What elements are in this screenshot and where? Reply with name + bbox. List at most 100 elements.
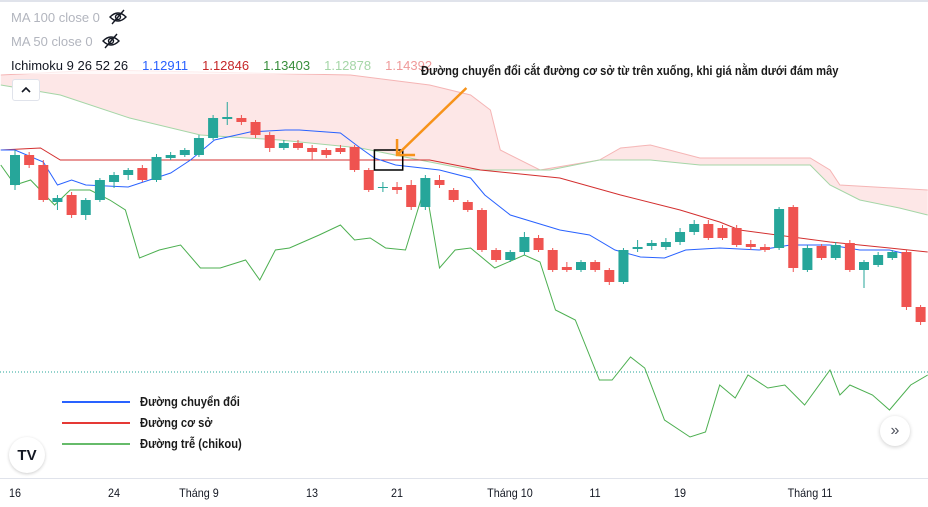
legend-ma100[interactable]: MA 100 close 0 bbox=[11, 9, 128, 25]
legend-swatch bbox=[62, 442, 130, 445]
candle-body bbox=[222, 117, 233, 119]
legend-swatch bbox=[62, 421, 130, 424]
candle-body bbox=[632, 247, 643, 249]
senkou-span-a bbox=[0, 84, 928, 216]
x-tick-label: 21 bbox=[391, 486, 404, 500]
scroll-to-realtime-button[interactable]: » bbox=[880, 416, 910, 446]
legend-ichimoku[interactable]: Ichimoku 9 26 52 26 1.12911 1.12846 1.13… bbox=[11, 57, 443, 74]
candle-body bbox=[52, 198, 63, 202]
candle-body bbox=[448, 190, 459, 200]
x-tick-label: 24 bbox=[108, 486, 121, 500]
candle-body bbox=[335, 148, 346, 152]
candle-body bbox=[434, 180, 445, 185]
candle-body bbox=[179, 150, 190, 155]
top-border bbox=[0, 0, 928, 2]
annotation-text: Đường chuyển đổi cắt đường cơ sở từ trên… bbox=[421, 63, 839, 78]
candle-body bbox=[576, 262, 586, 270]
eye-off-icon[interactable] bbox=[101, 33, 121, 49]
x-tick-label: 11 bbox=[589, 486, 601, 500]
x-tick-label: Tháng 11 bbox=[787, 486, 833, 500]
candle-body bbox=[80, 200, 91, 215]
candle-body bbox=[519, 237, 530, 252]
candle-body bbox=[278, 143, 289, 148]
candle-body bbox=[208, 118, 219, 138]
x-tick-label: 16 bbox=[8, 486, 22, 500]
x-tick-label: Tháng 9 bbox=[179, 486, 219, 500]
candle-body bbox=[547, 250, 558, 270]
candle-body bbox=[165, 155, 176, 158]
base-line bbox=[0, 147, 928, 253]
candle-body bbox=[561, 267, 572, 270]
candle-body bbox=[788, 207, 799, 268]
candle-body bbox=[321, 150, 332, 155]
legend-label: Đường chuyển đổi bbox=[140, 394, 240, 409]
candle-body bbox=[406, 185, 417, 207]
ichimoku-chart[interactable] bbox=[0, 0, 928, 478]
chevron-up-icon bbox=[21, 87, 31, 93]
ma50-label: MA 50 close 0 bbox=[11, 33, 93, 49]
logo-text: TV bbox=[17, 446, 37, 464]
lagging-span-line bbox=[0, 164, 928, 438]
candle-body bbox=[476, 210, 487, 250]
candle-body bbox=[151, 157, 162, 180]
time-axis[interactable]: 16 24 Tháng 9 13 21 Tháng 10 11 19 Tháng 11 bbox=[0, 478, 928, 507]
candle-body bbox=[844, 243, 855, 270]
ichimoku-value-span-b: 1.14392 bbox=[385, 58, 433, 73]
candle-body bbox=[236, 118, 247, 122]
candle-body bbox=[618, 250, 629, 282]
candle-body bbox=[38, 165, 49, 200]
ichimoku-label: Ichimoku 9 26 52 26 bbox=[11, 58, 129, 73]
candle-body bbox=[887, 252, 898, 258]
candle-body bbox=[420, 178, 431, 207]
candle-body bbox=[193, 138, 204, 155]
eye-off-icon[interactable] bbox=[108, 9, 128, 25]
legend-base-line: Đường cơ sở bbox=[62, 415, 224, 430]
candle-body bbox=[590, 262, 601, 270]
conversion-line bbox=[0, 129, 911, 259]
x-tick-label: 13 bbox=[306, 486, 319, 500]
tradingview-logo[interactable]: TV bbox=[9, 437, 45, 473]
arrow-head bbox=[395, 139, 416, 157]
legend-label: Đường cơ sở bbox=[140, 415, 213, 430]
candle-body bbox=[774, 209, 785, 248]
candle-body bbox=[660, 242, 671, 247]
candle-body bbox=[24, 155, 35, 165]
legend-lagging-span: Đường trễ (chikou) bbox=[62, 436, 258, 451]
candle-body bbox=[859, 262, 869, 270]
candle-body bbox=[505, 252, 516, 260]
x-tick-label: Tháng 10 bbox=[487, 486, 534, 500]
candle-body bbox=[915, 307, 926, 322]
candle-body bbox=[94, 180, 105, 200]
candle-body bbox=[349, 147, 360, 170]
candle-body bbox=[137, 168, 148, 180]
double-chevron-right-icon: » bbox=[890, 422, 900, 439]
candle-body bbox=[745, 244, 756, 247]
candle-body bbox=[491, 250, 502, 260]
candle-body bbox=[533, 238, 544, 250]
candle-body bbox=[392, 187, 403, 190]
candle-body bbox=[109, 175, 120, 182]
legend-ma50[interactable]: MA 50 close 0 bbox=[11, 33, 121, 49]
candle-body bbox=[675, 232, 686, 242]
candle-body bbox=[830, 245, 841, 258]
candle-body bbox=[307, 148, 318, 152]
candle-body bbox=[604, 270, 615, 282]
annotation-arrow bbox=[396, 87, 468, 156]
candle-body bbox=[10, 155, 20, 185]
ma100-label: MA 100 close 0 bbox=[11, 9, 100, 25]
legend-label: Đường trễ (chikou) bbox=[140, 436, 242, 451]
kumo-cloud bbox=[0, 70, 928, 215]
candle-body bbox=[703, 224, 714, 238]
candle-body bbox=[250, 122, 261, 135]
candle-body bbox=[731, 228, 742, 245]
candle-body bbox=[646, 243, 657, 246]
candle-body bbox=[802, 248, 813, 270]
ichimoku-value-conversion: 1.12911 bbox=[142, 58, 189, 73]
collapse-legend-button[interactable] bbox=[12, 79, 40, 101]
candle-body bbox=[689, 224, 700, 232]
candle-body bbox=[717, 228, 728, 238]
candle-body bbox=[759, 247, 770, 250]
candle-body bbox=[363, 170, 374, 190]
ichimoku-value-lagging: 1.13403 bbox=[263, 58, 311, 73]
ichimoku-value-span-a: 1.12878 bbox=[324, 58, 372, 73]
